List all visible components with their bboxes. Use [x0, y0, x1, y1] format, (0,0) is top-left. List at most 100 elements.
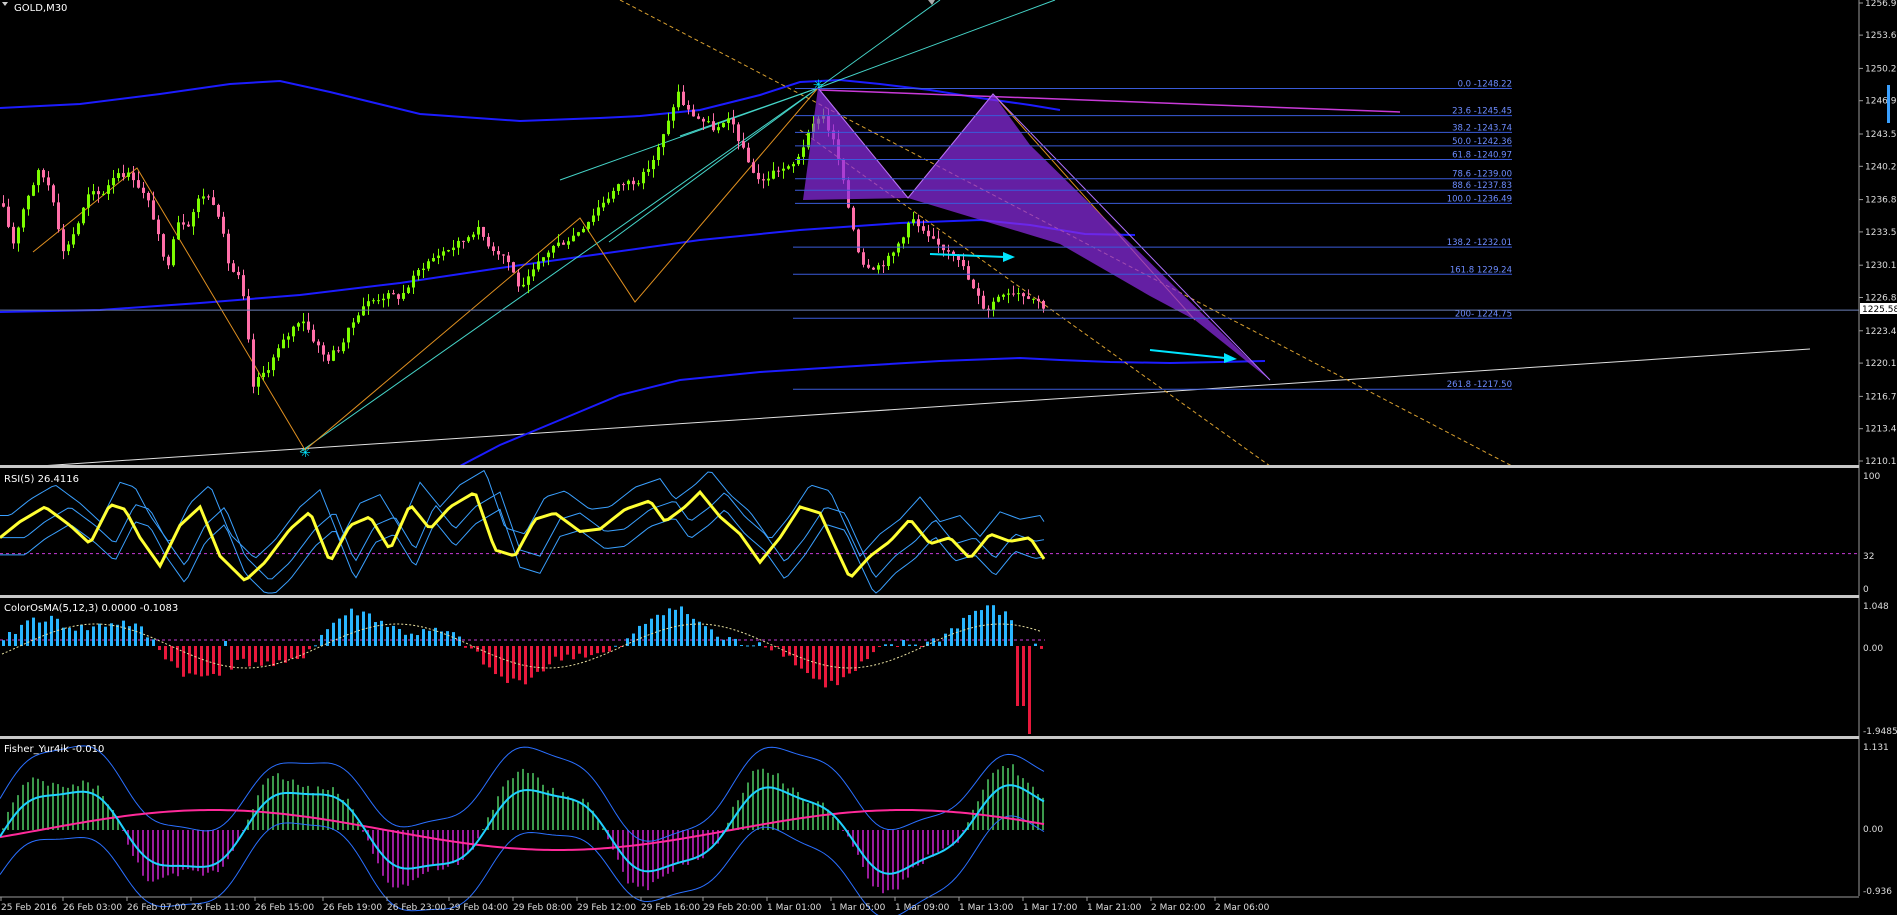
- candle-bear: [867, 264, 870, 268]
- candle-bull: [382, 298, 385, 301]
- osma-bar-negative: [548, 646, 551, 665]
- pane-separators[interactable]: [0, 465, 1859, 739]
- main-pane[interactable]: ✳ ✳ 0.0 -1248.22 23.6 -1245.45 38.2 -1243.7…: [0, 0, 1859, 467]
- fisher-bar-negative: [632, 830, 634, 883]
- candle-bear: [972, 279, 975, 289]
- candle-bull: [542, 257, 545, 262]
- osma-bar-positive: [986, 605, 989, 646]
- fisher-bar-positive: [117, 820, 119, 830]
- fisher-bar-positive: [507, 780, 509, 830]
- fisher-bar-positive: [572, 798, 574, 830]
- osma-bar-negative: [920, 646, 923, 647]
- osma-bar-negative: [836, 646, 839, 686]
- osma-bar-negative: [776, 646, 779, 647]
- time-tick-label: 1 Mar 05:00: [831, 903, 886, 913]
- candle-bull: [552, 245, 555, 253]
- candle-bull: [22, 209, 25, 228]
- price-tick-label: 1256.95: [1865, 0, 1897, 9]
- candle-bear: [122, 173, 125, 177]
- osma-pane[interactable]: ColorOsMA(5,12,3) 0.0000 -0.1083 1.048 0…: [0, 602, 1897, 737]
- osma-bar-positive: [98, 623, 101, 646]
- fisher-bar-negative: [872, 830, 874, 887]
- fisher-bar-positive: [977, 801, 979, 830]
- osma-bar-negative: [242, 646, 245, 659]
- fisher-bar-negative: [892, 830, 894, 890]
- time-tick-label: 1 Mar 13:00: [959, 903, 1014, 913]
- fisher-bar-negative: [882, 830, 884, 894]
- candle-bear: [222, 216, 225, 234]
- fisher-bar-negative: [617, 830, 619, 860]
- fisher-bar-negative: [712, 830, 714, 845]
- price-tick-label: 1226.87: [1865, 293, 1897, 303]
- osma-bar-negative: [248, 646, 251, 667]
- osma-bar-negative: [158, 646, 161, 651]
- fisher-slow-line: [0, 808, 1045, 851]
- candle-bear: [7, 206, 10, 227]
- candle-bull: [572, 235, 575, 242]
- fisher-bar-negative: [707, 830, 709, 851]
- osma-bar-negative: [488, 646, 491, 668]
- fisher-pane[interactable]: Fisher_Yur4ik -0.010 1.131 0.00 -0.936: [0, 743, 1892, 915]
- candle-bull: [527, 276, 530, 285]
- fisher-bar-positive: [317, 786, 319, 830]
- candle-bull: [292, 326, 295, 337]
- fan-line: [559, 87, 819, 181]
- candle-bear: [232, 263, 235, 272]
- osma-bar-positive: [44, 621, 47, 646]
- fisher-bar-negative: [467, 830, 469, 854]
- candle-bear: [322, 345, 325, 355]
- candle-bull: [387, 293, 390, 299]
- time-tick-label: 1 Mar 09:00: [895, 903, 950, 913]
- candle-bull: [82, 207, 85, 224]
- fisher-bar-positive: [992, 772, 994, 830]
- candle-bull: [792, 164, 795, 167]
- fisher-bar-positive: [62, 786, 64, 830]
- chart-menu-icon[interactable]: [2, 2, 8, 6]
- osma-bar-positive: [902, 639, 905, 646]
- candle-bear: [507, 255, 510, 263]
- osma-tick-top: 1.048: [1863, 602, 1889, 612]
- time-axis-labels: 25 Feb 2016 26 Feb 03:00 26 Feb 07:00 26 Fe…: [0, 897, 1270, 913]
- rsi-pane[interactable]: RSI(5) 26.4116 100 32 0: [0, 469, 1880, 595]
- osma-bar-positive: [104, 626, 107, 646]
- osma-bar-negative: [866, 646, 869, 660]
- fisher-bar-negative: [717, 830, 719, 844]
- osma-bar-negative: [254, 646, 257, 663]
- fisher-bar-negative: [387, 830, 389, 883]
- fisher-bar-negative: [862, 830, 864, 867]
- fisher-bar-positive: [97, 785, 99, 830]
- candle-bear: [237, 271, 240, 276]
- candle-bear: [967, 266, 970, 280]
- fisher-histogram: [2, 764, 1044, 894]
- candle-bear: [47, 177, 50, 186]
- osma-bar-positive: [686, 614, 689, 646]
- fisher-bar-positive: [997, 769, 999, 830]
- time-axis[interactable]: 25 Feb 2016 26 Feb 03:00 26 Feb 07:00 26 Fe…: [0, 896, 1859, 913]
- candle-bull: [672, 107, 675, 121]
- fisher-bar-negative: [242, 830, 244, 831]
- time-tick-label: 29 Feb 08:00: [513, 903, 572, 913]
- candle-bull: [547, 252, 550, 258]
- candle-bull: [1032, 298, 1035, 300]
- osma-bar-positive: [80, 624, 83, 646]
- candle-bear: [307, 321, 310, 330]
- fisher-bar-positive: [827, 809, 829, 830]
- osma-bar-negative: [590, 646, 593, 656]
- osma-bar-positive: [74, 630, 77, 646]
- fisher-bar-positive: [77, 786, 79, 830]
- time-tick-label: 26 Feb 03:00: [63, 903, 122, 913]
- candle-bear: [742, 141, 745, 148]
- fisher-bar-negative: [877, 830, 879, 887]
- candle-bull: [592, 215, 595, 222]
- price-axis-marker: [1887, 85, 1890, 123]
- candle-bull: [537, 261, 540, 270]
- fisher-bar-negative: [237, 830, 239, 842]
- candle-bear: [227, 233, 230, 264]
- fisher-bar-positive: [537, 777, 539, 830]
- candle-bull: [802, 147, 805, 157]
- candle-bear: [52, 185, 55, 203]
- candle-bull: [532, 269, 535, 277]
- fisher-bar-positive: [487, 817, 489, 830]
- price-axis[interactable]: 1256.95 1253.67 1250.27 1246.97 1243.57 1240.…: [1858, 0, 1897, 896]
